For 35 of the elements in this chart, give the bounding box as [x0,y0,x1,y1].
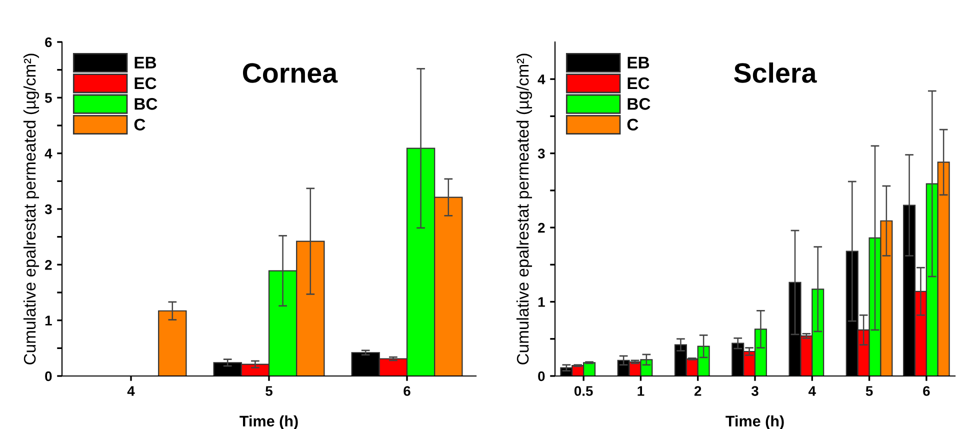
y-tick-label: 0 [45,371,52,382]
y-axis-title: Cumulative epalrestat permeated (µg/cm²) [23,54,39,364]
x-tick-label: 6 [404,386,410,396]
y-tick-label: 1 [538,297,545,307]
y-tick-label: 1 [45,316,52,326]
text: Cornea [242,63,338,83]
x-tick-label: 5 [866,386,873,396]
x-tick-label: 5 [266,386,272,396]
x-tick-label: 0.5 [574,386,593,396]
y-tick-label: 4 [538,74,546,84]
bar [158,310,187,376]
legend-label: C [134,118,146,130]
legend-label: EB [628,56,650,68]
y-tick-label: 4 [44,148,52,158]
y-tick-label: 3 [538,148,545,159]
legend-label: EC [134,77,156,90]
y-tick-label: 6 [45,37,52,48]
x-tick-label: 4 [127,386,135,396]
legend-label: BC [134,98,158,110]
y-tick-label: 2 [45,260,52,270]
legend-label: BC [628,98,650,110]
x-tick-label: 4 [808,386,816,396]
y-tick-label: 5 [44,93,52,103]
y-tick-label: 2 [538,222,545,233]
text: Sclera [734,62,817,83]
legend-label: EC [628,77,650,90]
y-axis-title: Cumulative epalrestat permeated (µg/cm²) [516,54,532,364]
legend-label: EB [134,56,156,68]
x-tick-label: 3 [751,386,758,396]
x-tick-label: 6 [923,386,930,396]
x-tick-label: 1 [638,386,644,396]
y-tick-label: 0 [538,371,545,382]
legend-label: C [627,118,638,130]
y-tick-label: 3 [44,204,52,214]
x-tick-label: 2 [694,386,702,396]
